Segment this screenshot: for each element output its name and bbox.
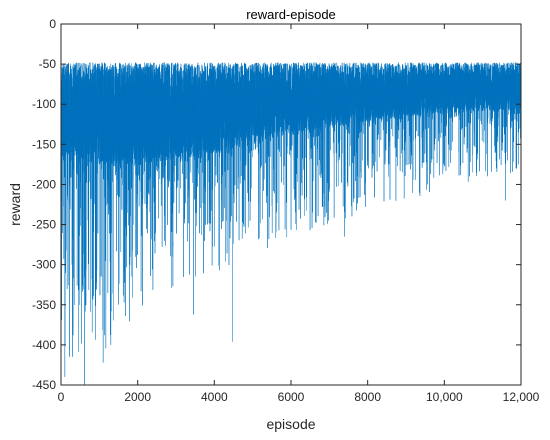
y-tick-label: -350 — [32, 298, 56, 312]
x-tick-label: 12,000 — [503, 390, 540, 404]
y-tick-label: -450 — [32, 378, 56, 392]
x-tick-label: 0 — [58, 390, 65, 404]
x-axis-title: episode — [266, 416, 315, 432]
chart-title: reward-episode — [246, 7, 336, 22]
reward-series — [60, 62, 522, 386]
y-tick-label: -100 — [32, 97, 56, 111]
y-tick-label: -150 — [32, 137, 56, 151]
x-tick-label: 10,000 — [426, 390, 463, 404]
y-tick-label: -300 — [32, 258, 56, 272]
x-tick-label: 4000 — [201, 390, 228, 404]
y-tick-label: -400 — [32, 338, 56, 352]
y-tick-label: -200 — [32, 177, 56, 191]
y-axis-title: reward — [7, 183, 23, 226]
x-axis: 0 2000 4000 6000 8000 10,000 12,000 — [58, 24, 540, 404]
y-tick-label: -50 — [39, 57, 57, 71]
y-axis: 0 -50 -100 -150 -200 -250 -300 -350 -400 -450 — [32, 17, 521, 392]
x-tick-label: 2000 — [124, 390, 151, 404]
y-tick-label: -250 — [32, 218, 56, 232]
x-tick-label: 6000 — [278, 390, 305, 404]
x-tick-label: 8000 — [354, 390, 381, 404]
reward-series-line — [60, 62, 522, 386]
y-tick-label: 0 — [49, 17, 56, 31]
